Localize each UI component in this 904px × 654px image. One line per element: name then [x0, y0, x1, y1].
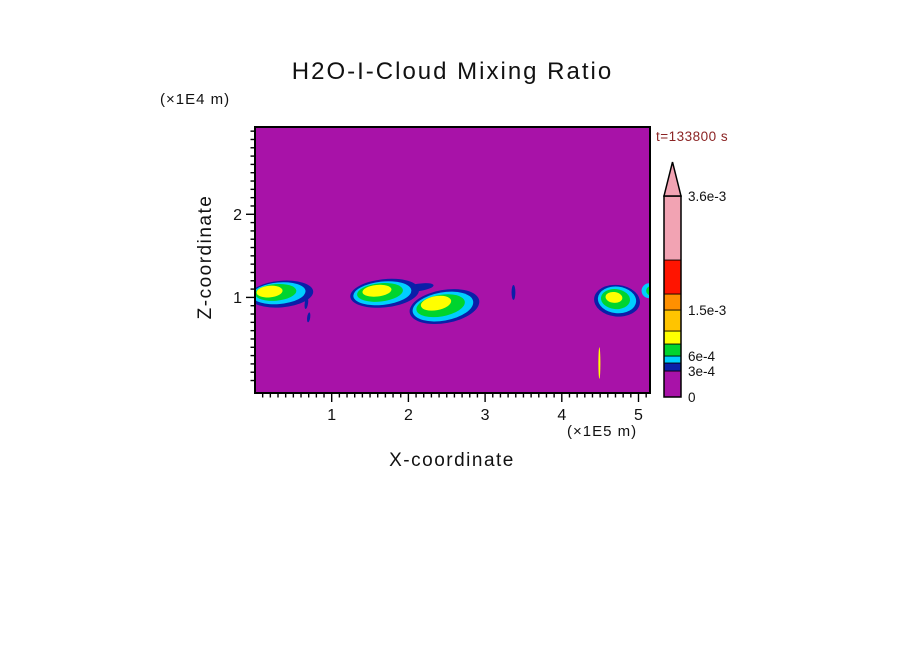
cloud-blob-wisp-1: [304, 297, 311, 323]
cloud-blob-cloud-3: [409, 289, 480, 325]
chart-title: H2O-I-Cloud Mixing Ratio: [291, 58, 614, 85]
y-axis-title: Z-coordinate: [195, 194, 216, 320]
z-axis-ticks: [246, 130, 255, 382]
colorbar: 3.6e-3 1.5e-3 6e-43e-4 0: [663, 161, 726, 405]
svg-text:3: 3: [481, 407, 490, 424]
colorbar-segments: [663, 195, 682, 398]
svg-text:1: 1: [233, 290, 242, 307]
colorbar-label: 6e-4: [688, 349, 716, 364]
svg-text:2: 2: [233, 207, 242, 224]
cloud-blob-wisp-2: [511, 284, 516, 300]
colorbar-label: 0: [688, 390, 696, 405]
colorbar-label: 3.6e-3: [688, 189, 726, 204]
cloud-contours: [255, 278, 650, 379]
mixing-ratio-plot: 1 2 3 4 512: [233, 126, 651, 424]
colorbar-label: 3e-4: [688, 364, 716, 379]
x-axis-title: X-coordinate: [389, 450, 515, 471]
cloud-blob-fall-streak: [598, 347, 601, 379]
cloud-blob-cloud-2: [350, 278, 434, 308]
plot-background: [255, 127, 650, 393]
colorbar-overflow-arrow: [663, 161, 682, 197]
svg-text:4: 4: [557, 407, 566, 424]
cloud-blob-cloud-4: [594, 284, 640, 317]
x-axis-unit-label: (×1E5 m): [567, 423, 638, 440]
svg-text:1: 1: [327, 407, 336, 424]
time-annotation: t=133800 s: [656, 129, 729, 144]
colorbar-label: 1.5e-3: [688, 303, 726, 318]
cloud-blob-cloud-1: [255, 280, 314, 308]
plot-frame: [254, 126, 651, 394]
svg-text:2: 2: [404, 407, 413, 424]
z-tick-labels: 12: [233, 207, 242, 307]
y-axis-unit-label: (×1E4 m): [160, 91, 231, 108]
colorbar-labels: 3.6e-3 1.5e-3 6e-43e-4 0: [688, 189, 726, 405]
x-axis-ticks: [261, 393, 647, 402]
svg-text:5: 5: [634, 407, 643, 424]
x-tick-labels: 1 2 3 4 5: [327, 407, 643, 424]
